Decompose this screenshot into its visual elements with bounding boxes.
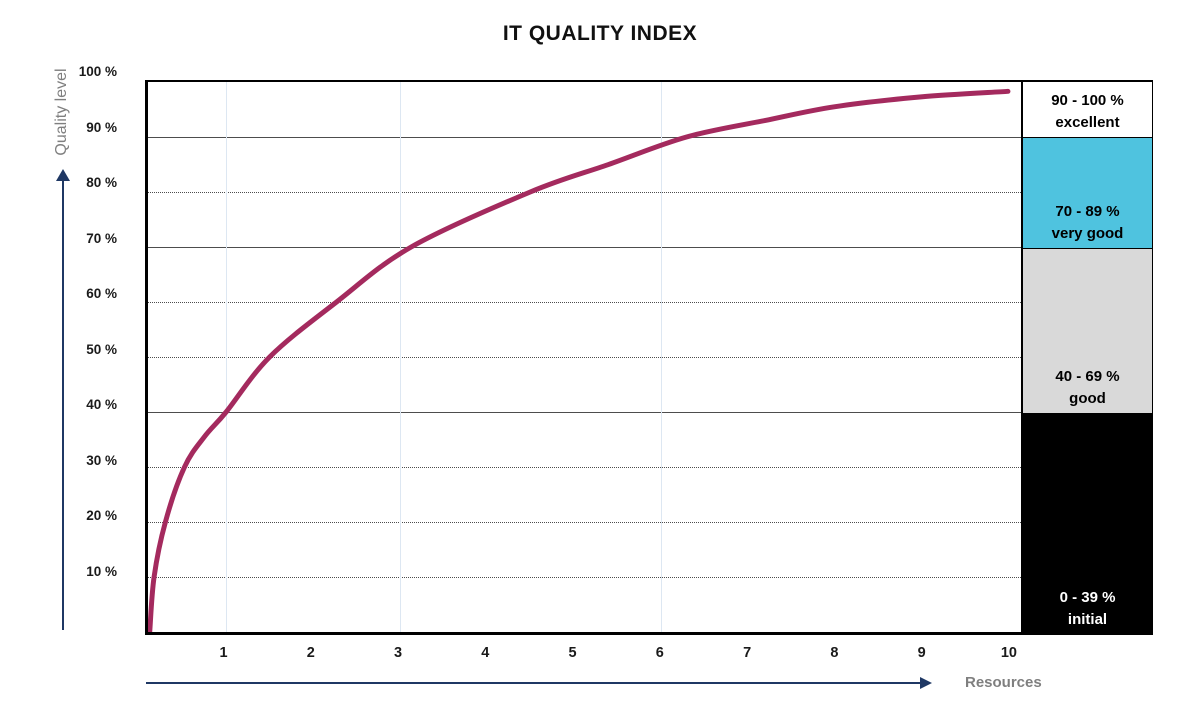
band-range: 90 - 100 % bbox=[1051, 92, 1124, 110]
vertical-gridline-x3 bbox=[399, 82, 401, 632]
band-label: very good bbox=[1051, 224, 1124, 242]
x-tick-2: 2 bbox=[306, 645, 315, 661]
gridline-10pct bbox=[148, 577, 1021, 578]
y-axis-arrow bbox=[62, 180, 64, 630]
band-range: 0 - 39 % bbox=[1059, 588, 1116, 606]
x-tick-7: 7 bbox=[743, 645, 752, 661]
y-tick-20: 20 % bbox=[86, 508, 117, 523]
band-range: 40 - 69 % bbox=[1055, 368, 1120, 386]
plot-gridlines bbox=[148, 82, 1021, 632]
y-tick-80: 80 % bbox=[86, 175, 117, 190]
y-tick-30: 30 % bbox=[86, 452, 117, 468]
vertical-gridline-x6 bbox=[660, 82, 662, 632]
gridline-80pct bbox=[148, 192, 1021, 193]
gridline-20pct bbox=[148, 522, 1021, 523]
x-tick-4: 4 bbox=[481, 645, 490, 661]
x-tick-9: 9 bbox=[917, 645, 926, 661]
vertical-gridline-x1 bbox=[226, 82, 228, 632]
x-tick-5: 5 bbox=[568, 645, 577, 661]
y-tick-50: 50 % bbox=[86, 341, 117, 357]
gridline-30pct bbox=[148, 467, 1021, 468]
band-label: good bbox=[1069, 390, 1106, 408]
y-axis-arrowhead-icon bbox=[56, 169, 70, 181]
x-tick-8: 8 bbox=[830, 645, 839, 661]
quality-curve-path bbox=[148, 88, 1011, 632]
y-tick-10: 10 % bbox=[86, 563, 117, 579]
gridline-50pct bbox=[148, 357, 1021, 358]
y-tick-60: 60 % bbox=[86, 286, 117, 301]
y-tick-100: 100 % bbox=[78, 64, 117, 79]
gridline-60pct bbox=[148, 302, 1021, 303]
legend-band-very-good: 70 - 89 % very good bbox=[1023, 137, 1152, 248]
y-tick-90: 90 % bbox=[86, 119, 117, 135]
x-axis-arrowhead-icon bbox=[920, 677, 932, 689]
band-label: initial bbox=[1067, 610, 1108, 628]
x-tick-1: 1 bbox=[219, 645, 228, 661]
x-tick-6: 6 bbox=[655, 645, 664, 661]
legend-band-good: 40 - 69 % good bbox=[1023, 247, 1152, 414]
gridline-90pct bbox=[148, 137, 1021, 138]
y-tick-70: 70 % bbox=[86, 230, 117, 246]
quality-bands-legend: 90 - 100 % excellent 70 - 89 % very good 40 … bbox=[1022, 80, 1153, 635]
y-axis-title: Quality level bbox=[53, 68, 70, 156]
gridline-40pct bbox=[148, 412, 1021, 413]
legend-band-initial: 0 - 39 % initial bbox=[1023, 413, 1152, 634]
x-axis-arrow bbox=[146, 682, 920, 684]
chart-title: IT QUALITY INDEX bbox=[502, 22, 698, 45]
gridline-70pct bbox=[148, 247, 1021, 248]
x-tick-10: 10 bbox=[1000, 645, 1017, 661]
band-range: 70 - 89 % bbox=[1055, 202, 1120, 220]
x-axis-title: Resources bbox=[965, 674, 1042, 691]
x-tick-3: 3 bbox=[394, 645, 403, 661]
plot-area bbox=[145, 80, 1022, 635]
y-tick-40: 40 % bbox=[86, 397, 117, 412]
band-label: excellent bbox=[1055, 114, 1120, 132]
quality-curve bbox=[148, 88, 1011, 632]
legend-band-excellent: 90 - 100 % excellent bbox=[1023, 82, 1152, 138]
